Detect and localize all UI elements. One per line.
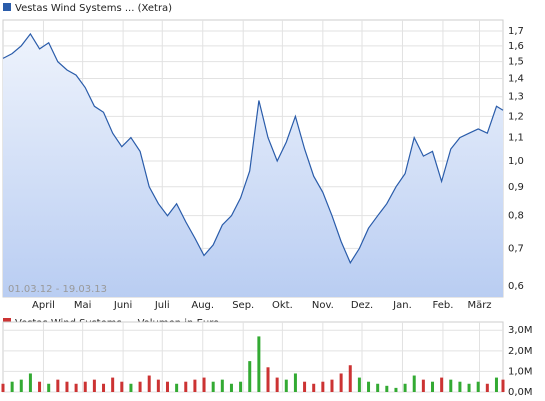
- plot-area: [2, 321, 504, 393]
- volume-bar: [467, 383, 471, 392]
- legend-label: Vestas Wind Systems ... (Xetra): [15, 3, 172, 14]
- volume-bar: [312, 383, 316, 392]
- legend-swatch: [3, 3, 11, 11]
- volume-bar: [348, 365, 352, 392]
- volume-bar: [129, 383, 133, 392]
- volume-bar: [284, 379, 288, 392]
- volume-bar: [74, 383, 78, 392]
- y-tick-label: 1,4: [508, 74, 524, 85]
- volume-bar: [485, 383, 489, 392]
- x-tick-label: Aug.: [191, 300, 214, 311]
- volume-bar: [321, 381, 325, 392]
- volume-bar: [458, 381, 462, 392]
- x-tick-label: Nov.: [312, 300, 334, 311]
- volume-bar: [229, 383, 233, 392]
- volume-bar: [431, 381, 435, 392]
- y-tick-label: 0,8: [508, 211, 524, 222]
- volume-bar: [28, 373, 32, 392]
- date-range: 01.03.12 - 19.03.13: [8, 284, 107, 295]
- volume-bar: [275, 377, 279, 392]
- volume-bar: [165, 381, 169, 392]
- y-tick-label: 1,5: [508, 57, 524, 68]
- x-tick-label: Mai: [74, 300, 92, 311]
- volume-bar: [138, 381, 142, 392]
- volume-bar: [120, 381, 124, 392]
- x-tick-label: Dez.: [351, 300, 373, 311]
- y-tick-label: 1,3: [508, 92, 524, 103]
- volume-bar: [193, 379, 197, 392]
- volume-bar: [403, 383, 407, 392]
- volume-bar: [1, 383, 5, 392]
- volume-bar: [83, 381, 87, 392]
- x-tick-label: Sep.: [232, 300, 254, 311]
- x-tick-label: April: [32, 300, 55, 311]
- volume-bar: [266, 367, 270, 392]
- volume-bar: [211, 381, 215, 392]
- volume-bar: [440, 377, 444, 392]
- y-tick-label: 1,7: [508, 26, 524, 37]
- volume-bar: [303, 381, 307, 392]
- volume-bar: [293, 373, 297, 392]
- volume-bar: [56, 379, 60, 392]
- volume-bar: [102, 383, 106, 392]
- volume-bar: [339, 373, 343, 392]
- volume-bar: [156, 379, 160, 392]
- volume-bar: [394, 387, 398, 392]
- x-tick-label: Feb.: [433, 300, 454, 311]
- price-line: [2, 32, 504, 265]
- x-tick-label: Okt.: [272, 300, 293, 311]
- volume-bar: [494, 377, 498, 392]
- volume-bar: [367, 381, 371, 392]
- y-tick-label: 1,0: [508, 156, 524, 167]
- volume-bar: [330, 379, 334, 392]
- y-tick-label: 3,0M: [508, 325, 533, 336]
- volume-bar: [184, 381, 188, 392]
- volume-bar: [147, 375, 151, 392]
- volume-bar: [47, 383, 51, 392]
- volume-bar: [449, 379, 453, 392]
- x-tick-label: März: [467, 300, 491, 311]
- volume-bar: [38, 381, 42, 392]
- volume-bar: [421, 379, 425, 392]
- x-tick-label: Jan.: [392, 300, 412, 311]
- volume-bar: [175, 383, 179, 392]
- volume-bar: [92, 379, 96, 392]
- area: [3, 33, 503, 298]
- volume-bar: [257, 336, 261, 392]
- volume-bar: [19, 379, 23, 392]
- y-tick-label: 0,6: [508, 281, 524, 292]
- volume-bar: [476, 381, 480, 392]
- volume-bar: [239, 381, 243, 392]
- y-tick-label: 1,1: [508, 133, 524, 144]
- volume-bar: [248, 361, 252, 392]
- y-tick-label: 1,2: [508, 111, 524, 122]
- y-tick-label: 1,0M: [508, 366, 533, 377]
- volume-bar: [65, 381, 69, 392]
- x-tick-label: Juli: [154, 300, 170, 311]
- volume-bar: [10, 381, 14, 392]
- volume-bar: [501, 379, 505, 392]
- y-tick-label: 1,6: [508, 41, 524, 52]
- y-tick-label: 0,0M: [508, 387, 533, 398]
- y-tick-label: 0,7: [508, 243, 524, 254]
- x-tick-label: Juni: [113, 300, 132, 311]
- volume-bar: [412, 375, 416, 392]
- volume-bar: [202, 377, 206, 392]
- volume-bar: [376, 383, 380, 392]
- y-tick-label: 0,9: [508, 182, 524, 193]
- volume-bar: [357, 377, 361, 392]
- volume-bar: [220, 379, 224, 392]
- y-tick-label: 2,0M: [508, 346, 533, 357]
- volume-bar: [385, 385, 389, 392]
- volume-bar: [111, 377, 115, 392]
